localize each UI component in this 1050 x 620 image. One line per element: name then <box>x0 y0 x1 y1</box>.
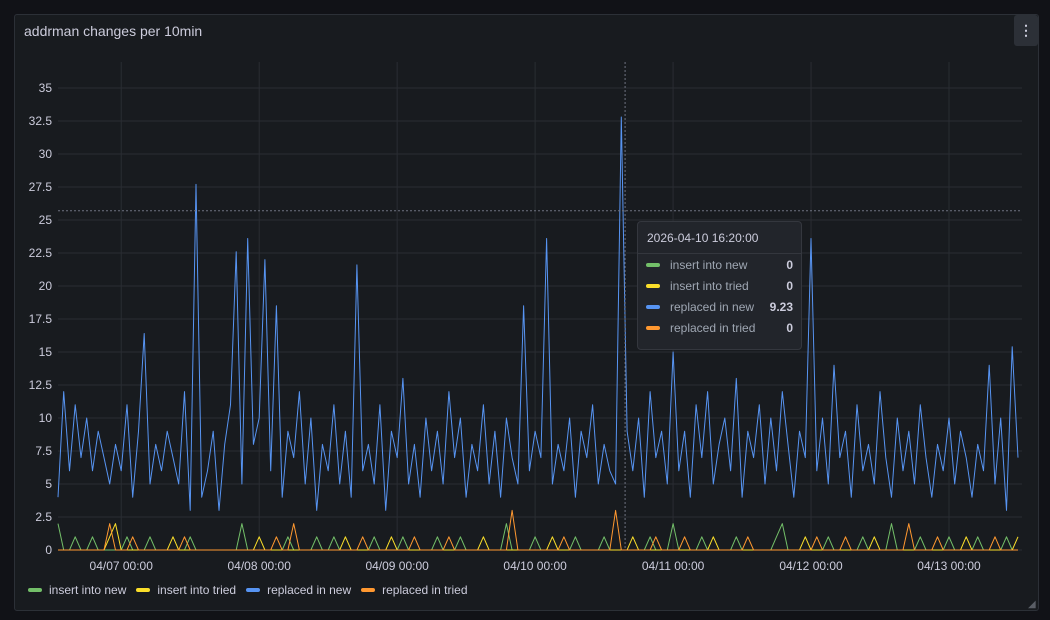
y-tick-label: 12.5 <box>29 378 53 392</box>
tooltip-value: 0 <box>786 257 793 272</box>
y-tick-label: 20 <box>39 279 53 293</box>
series-swatch-icon <box>246 588 261 592</box>
legend: insert into new insert into tried replac… <box>28 583 478 597</box>
series-swatch-icon <box>28 588 42 592</box>
resize-handle-icon[interactable]: ◢ <box>1028 599 1036 610</box>
tooltip-row: insert into tried 0 <box>638 275 801 296</box>
tooltip-label: replaced in new <box>670 299 755 314</box>
series-swatch-icon <box>646 283 660 288</box>
x-tick-label: 04/08 00:00 <box>227 559 291 573</box>
y-tick-label: 2.5 <box>35 510 52 524</box>
series-swatch-icon <box>646 325 660 330</box>
legend-item-insert-into-tried[interactable]: insert into tried <box>136 583 236 597</box>
x-tick-label: 04/12 00:00 <box>779 559 843 573</box>
tooltip-row: replaced in new 9.23 <box>638 296 801 317</box>
tooltip-value: 9.23 <box>769 299 793 314</box>
y-tick-label: 17.5 <box>29 312 53 326</box>
series-line-insert-into-tried <box>58 523 1019 551</box>
y-tick-label: 10 <box>39 411 53 425</box>
y-tick-label: 22.5 <box>29 246 53 260</box>
tooltip-value: 0 <box>786 320 793 335</box>
tooltip-value: 0 <box>786 278 793 293</box>
legend-item-replaced-in-tried[interactable]: replaced in tried <box>361 583 468 597</box>
series-swatch-icon <box>136 588 151 592</box>
kebab-menu-icon[interactable]: ⋮ <box>1014 15 1038 46</box>
tooltip-row: replaced in tried 0 <box>638 317 801 338</box>
x-tick-label: 04/07 00:00 <box>90 559 154 573</box>
tooltip-label: insert into tried <box>670 278 749 293</box>
y-tick-label: 0 <box>45 543 52 557</box>
chart-panel: addrman changes per 10min ⋮ <box>14 14 1039 611</box>
tooltip-row: insert into new 0 <box>638 254 801 275</box>
x-tick-label: 04/11 00:00 <box>642 559 705 573</box>
tooltip: 2026-04-10 16:20:00 insert into new 0 ins… <box>637 221 802 350</box>
x-tick-label: 04/10 00:00 <box>503 559 567 573</box>
series-swatch-icon <box>361 588 376 592</box>
legend-item-replaced-in-new[interactable]: replaced in new <box>246 583 351 597</box>
tooltip-time: 2026-04-10 16:20:00 <box>638 222 801 254</box>
tooltip-label: replaced in tried <box>670 320 756 335</box>
y-tick-label: 7.5 <box>35 444 52 458</box>
series-line-replaced-in-tried <box>58 509 1018 551</box>
series-swatch-icon <box>646 262 660 267</box>
series-line-replaced-in-new <box>57 116 1019 511</box>
panel-title: addrman changes per 10min <box>24 23 203 39</box>
x-tick-label: 04/13 00:00 <box>917 559 981 573</box>
y-tick-label: 27.5 <box>29 180 53 194</box>
legend-item-insert-into-new[interactable]: insert into new <box>28 583 126 597</box>
legend-label: replaced in tried <box>382 583 468 597</box>
y-tick-label: 32.5 <box>29 114 53 128</box>
tooltip-label: insert into new <box>670 257 748 272</box>
legend-label: replaced in new <box>267 583 352 597</box>
legend-label: insert into tried <box>157 583 237 597</box>
x-tick-label: 04/09 00:00 <box>365 559 429 573</box>
series-swatch-icon <box>646 304 660 309</box>
y-tick-label: 5 <box>45 477 52 491</box>
y-tick-label: 25 <box>39 213 53 227</box>
y-tick-label: 30 <box>39 147 53 161</box>
y-tick-label: 35 <box>39 81 53 95</box>
legend-label: insert into new <box>49 583 127 597</box>
y-tick-label: 15 <box>39 345 53 359</box>
